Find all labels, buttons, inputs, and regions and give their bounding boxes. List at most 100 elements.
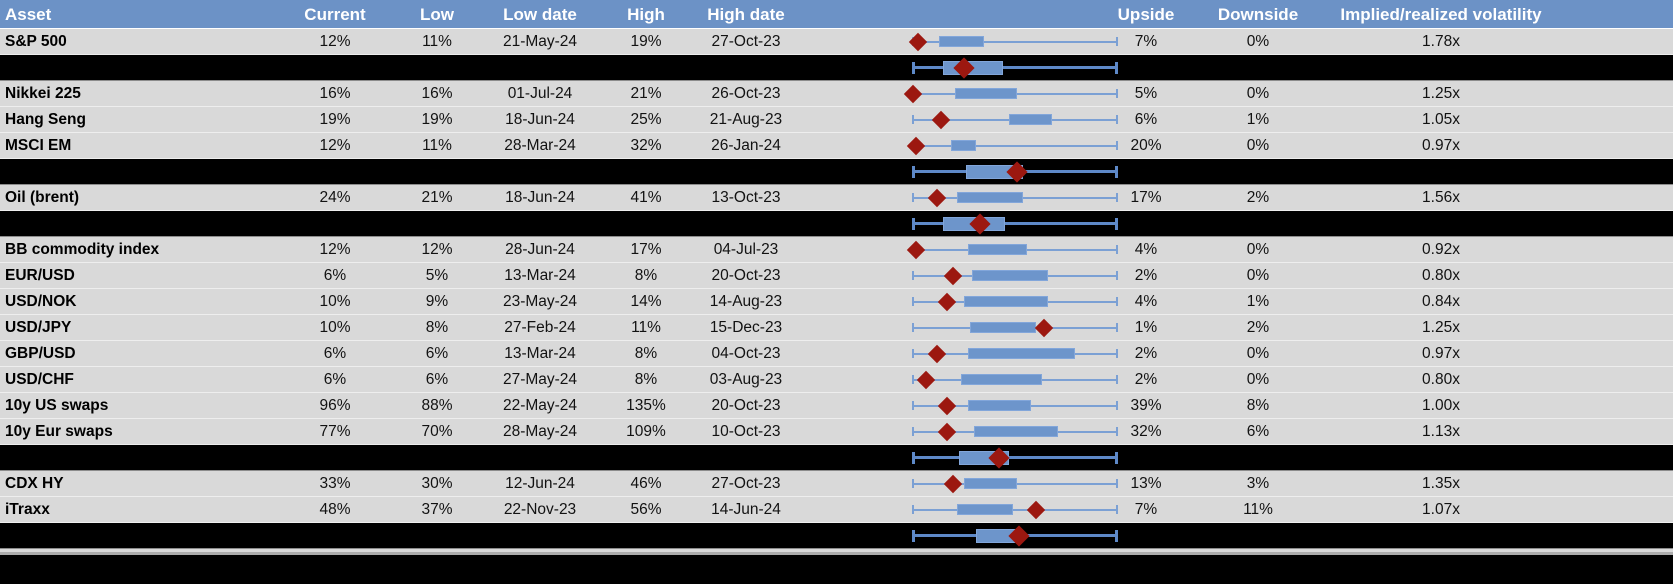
table-row: 10y Eur swaps 77% 70% 28-May-24 109% 10-Oct-2… <box>0 419 1673 445</box>
cell-current: 48% <box>319 500 351 518</box>
boxplot <box>912 159 1118 184</box>
cell-low-date: 13-Mar-24 <box>504 344 576 362</box>
boxplot <box>912 263 1118 288</box>
table-row: USD/CHF 6% 6% 27-May-24 8% 03-Aug-23 2% 0% 0.80x <box>0 367 1673 393</box>
cell-high-date: 21-Aug-23 <box>709 110 783 128</box>
cell-downside: 11% <box>1243 500 1273 518</box>
cell-low-date: 18-Jun-24 <box>505 110 575 128</box>
cell-downside: 2% <box>1246 188 1270 206</box>
cell-high-date: 26-Oct-23 <box>711 84 781 102</box>
column-header-asset: Asset <box>5 4 52 24</box>
cell-high: 11% <box>631 318 661 336</box>
cell-current: 24% <box>319 188 351 206</box>
cell-low: 9% <box>425 292 449 310</box>
whisker-line <box>912 144 1118 147</box>
cell-vol: 0.92x <box>1422 240 1460 258</box>
whisker-cap-left <box>912 323 914 332</box>
cell-upside: 20% <box>1130 136 1162 154</box>
cell-high-date: 15-Dec-23 <box>709 318 783 336</box>
whisker-cap-left <box>912 529 915 542</box>
boxplot <box>903 81 1118 106</box>
cell-low: 11% <box>422 136 452 154</box>
whisker-cap-left <box>912 401 914 410</box>
cell-high: 56% <box>630 500 662 518</box>
table-row: 10y US swaps 96% 88% 22-May-24 135% 20-Oct-23… <box>0 393 1673 419</box>
cell-low: 8% <box>425 318 449 336</box>
whisker-line <box>912 40 1118 43</box>
table-row: Nikkei 225 16% 16% 01-Jul-24 21% 26-Oct-23 5% 0… <box>0 81 1673 107</box>
bottom-black-band <box>0 555 1673 584</box>
cell-high-date: 20-Oct-23 <box>711 396 781 414</box>
boxplot <box>912 393 1118 418</box>
cell-high: 25% <box>630 110 662 128</box>
column-header-low: Low <box>420 4 454 24</box>
cell-current: 10% <box>319 292 351 310</box>
cell-high: 109% <box>626 422 666 440</box>
cell-low-date: 22-May-24 <box>502 396 578 414</box>
whisker-cap-right <box>1116 193 1118 202</box>
separator-row <box>0 211 1673 237</box>
interquartile-box <box>955 88 1018 99</box>
whisker-cap-left <box>912 479 914 488</box>
cell-asset: USD/JPY <box>5 318 72 336</box>
table-row: MSCI EM 12% 11% 28-Mar-24 32% 26-Jan-24 20% 0% 0… <box>0 133 1673 159</box>
cell-high-date: 26-Jan-24 <box>711 136 781 154</box>
whisker-cap-right <box>1116 349 1118 358</box>
whisker-cap-left <box>912 375 914 384</box>
current-level-diamond-icon <box>937 422 957 441</box>
cell-low: 5% <box>425 266 449 284</box>
interquartile-box <box>957 192 1024 203</box>
whisker-cap-left <box>912 61 915 74</box>
cell-high-date: 27-Oct-23 <box>711 474 781 492</box>
column-header-high-date: High date <box>707 4 785 24</box>
cell-low-date: 27-Feb-24 <box>504 318 576 336</box>
cell-high: 19% <box>630 32 662 50</box>
whisker-cap-left <box>912 115 914 124</box>
cell-current: 19% <box>319 110 351 128</box>
cell-upside: 2% <box>1134 266 1158 284</box>
cell-high: 8% <box>634 344 658 362</box>
table-row: USD/NOK 10% 9% 23-May-24 14% 14-Aug-23 4% 1% 0.8… <box>0 289 1673 315</box>
cell-vol: 1.56x <box>1422 188 1460 206</box>
boxplot <box>906 133 1118 158</box>
whisker-cap-left <box>912 165 915 178</box>
cell-vol: 1.13x <box>1422 422 1460 440</box>
table-row: S&P 500 12% 11% 21-May-24 19% 27-Oct-23 7% 0% 1.… <box>0 29 1673 55</box>
cell-low: 12% <box>421 240 453 258</box>
cell-vol: 0.80x <box>1422 370 1460 388</box>
whisker-cap-left <box>912 427 914 436</box>
separator-row <box>0 445 1673 471</box>
cell-high: 41% <box>630 188 662 206</box>
cell-upside: 32% <box>1130 422 1162 440</box>
cell-current: 16% <box>319 84 351 102</box>
current-level-diamond-icon <box>917 370 936 389</box>
cell-vol: 1.35x <box>1422 474 1460 492</box>
current-level-diamond-icon <box>943 266 963 285</box>
interquartile-box <box>969 322 1036 333</box>
whisker-cap-right <box>1116 89 1118 98</box>
cell-low-date: 01-Jul-24 <box>507 84 573 102</box>
table-row: EUR/USD 6% 5% 13-Mar-24 8% 20-Oct-23 2% 0% 0.80x <box>0 263 1673 289</box>
whisker-cap-right <box>1116 323 1118 332</box>
table-row: Hang Seng 19% 19% 18-Jun-24 25% 21-Aug-23 6% 1%… <box>0 107 1673 133</box>
cell-asset: S&P 500 <box>5 32 67 50</box>
cell-downside: 1% <box>1246 110 1270 128</box>
cell-current: 6% <box>323 370 347 388</box>
cell-asset: GBP/USD <box>5 344 76 362</box>
table-header-row: Asset Current Low Low date High High dat… <box>0 0 1673 29</box>
cell-upside: 13% <box>1130 474 1162 492</box>
cell-vol: 1.00x <box>1422 396 1460 414</box>
cell-downside: 1% <box>1246 292 1270 310</box>
current-level-diamond-icon <box>906 240 926 259</box>
current-level-diamond-icon <box>927 188 946 207</box>
cell-asset: Oil (brent) <box>5 188 80 206</box>
interquartile-box <box>951 140 976 151</box>
whisker-cap-right <box>1115 165 1118 178</box>
cell-low: 37% <box>421 500 453 518</box>
cell-current: 96% <box>319 396 351 414</box>
separator-row <box>0 159 1673 185</box>
boxplot <box>912 185 1118 210</box>
table-row: USD/JPY 10% 8% 27-Feb-24 11% 15-Dec-23 1% 2% 1.2… <box>0 315 1673 341</box>
cell-upside: 2% <box>1134 370 1158 388</box>
cell-downside: 0% <box>1246 84 1270 102</box>
